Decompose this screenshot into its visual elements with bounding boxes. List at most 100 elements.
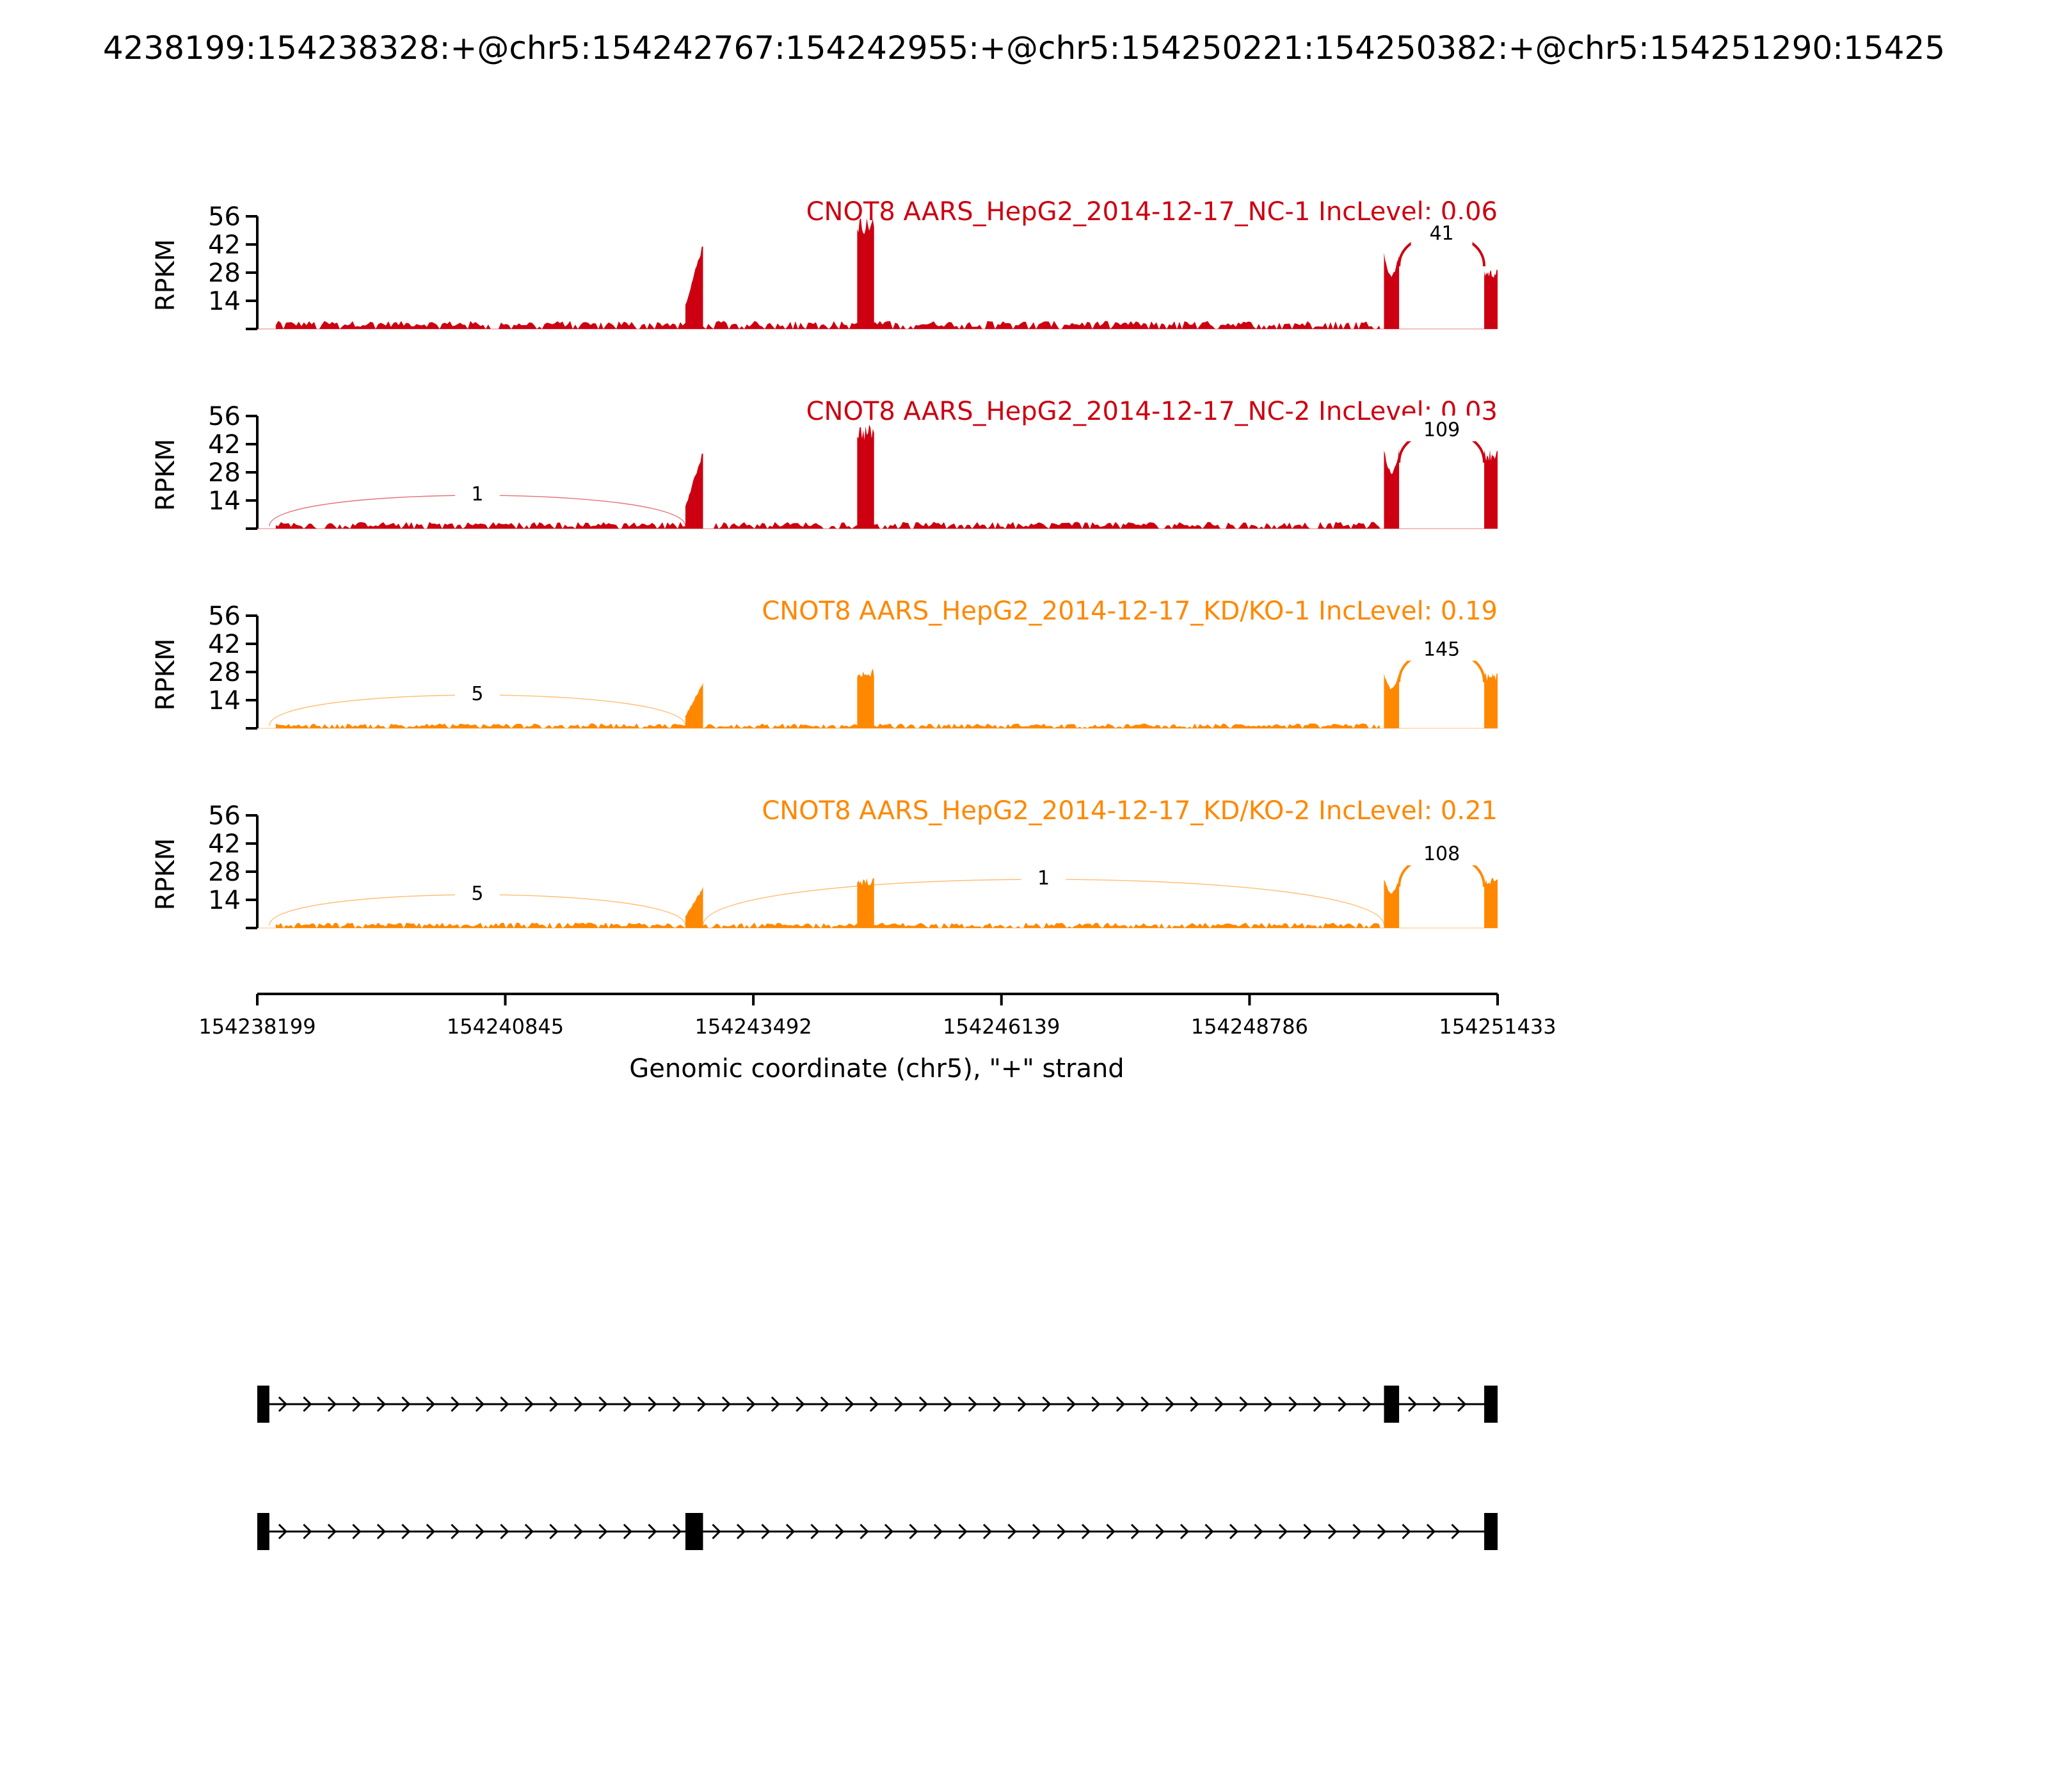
track-label: CNOT8 AARS_HepG2_2014-12-17_NC-1 IncLeve… — [806, 197, 1498, 227]
isoform-exon-block — [1384, 1386, 1400, 1423]
strand-chevron — [1408, 1396, 1418, 1412]
exon-coverage-bar — [1484, 449, 1498, 529]
strand-chevron — [1066, 1396, 1076, 1412]
strand-chevron — [278, 1523, 288, 1540]
coverage-background — [275, 723, 1380, 728]
strand-chevron — [1254, 1523, 1263, 1540]
strand-chevron — [761, 1523, 771, 1540]
strand-chevron — [1288, 1396, 1298, 1412]
y-tick-label: 14 — [208, 686, 241, 716]
junction-count-bg — [1021, 864, 1066, 890]
strand-chevron — [993, 1396, 1002, 1412]
junction-count-bg — [1402, 840, 1481, 866]
strand-chevron — [894, 1396, 904, 1412]
junction-count-label: 108 — [1423, 843, 1460, 865]
strand-chevron — [475, 1396, 485, 1412]
strand-chevron — [982, 1523, 993, 1540]
strand-chevron — [376, 1523, 387, 1540]
strand-chevron — [648, 1523, 657, 1540]
strand-chevron — [1263, 1396, 1274, 1412]
strand-chevron — [796, 1396, 805, 1412]
x-tick-label: 154246139 — [943, 1014, 1060, 1039]
strand-chevron — [278, 1396, 288, 1412]
exon-coverage-bar — [1384, 252, 1400, 329]
junction-count-label: 109 — [1423, 419, 1460, 441]
strand-chevron — [1165, 1396, 1175, 1412]
strand-chevron — [746, 1396, 756, 1412]
exon-coverage-bar — [1484, 673, 1498, 728]
strand-chevron — [573, 1396, 584, 1412]
strand-chevron — [1042, 1396, 1052, 1412]
strand-chevron — [860, 1523, 869, 1540]
isoform-exon-block — [1484, 1386, 1498, 1423]
strand-chevron — [1313, 1396, 1323, 1412]
strand-chevron — [524, 1396, 534, 1412]
exon-coverage-bar — [1384, 879, 1400, 928]
strand-chevron — [918, 1396, 929, 1412]
strand-chevron — [426, 1396, 436, 1412]
strand-chevron — [1377, 1523, 1387, 1540]
strand-chevron — [549, 1396, 559, 1412]
isoform-models — [257, 1386, 1498, 1550]
y-tick-label: 28 — [208, 458, 241, 488]
strand-chevron — [820, 1396, 830, 1412]
strand-chevron — [598, 1523, 608, 1540]
strand-chevron — [697, 1396, 707, 1412]
junction-count-label: 41 — [1429, 223, 1453, 245]
y-tick-label: 56 — [208, 202, 241, 232]
strand-chevron — [1017, 1396, 1027, 1412]
exon-coverage-bar — [685, 453, 703, 529]
junction-count-bg — [454, 879, 500, 905]
strand-chevron — [1362, 1396, 1372, 1412]
strand-chevron — [1239, 1396, 1249, 1412]
exon-coverage-bar — [857, 218, 874, 329]
strand-chevron — [451, 1396, 460, 1412]
strand-chevron — [968, 1396, 978, 1412]
strand-chevron — [1081, 1523, 1091, 1540]
strand-chevron — [672, 1396, 682, 1412]
x-tick-label: 154248786 — [1191, 1014, 1308, 1039]
strand-chevron — [1278, 1523, 1288, 1540]
strand-chevron — [623, 1523, 633, 1540]
isoform-exon-block — [257, 1513, 269, 1550]
junction-count-bg — [454, 480, 500, 506]
y-tick-label: 56 — [208, 801, 241, 831]
strand-chevron — [1007, 1523, 1017, 1540]
strand-chevron — [810, 1523, 820, 1540]
y-axis-label: RPKM — [151, 639, 180, 711]
strand-chevron — [549, 1523, 559, 1540]
strand-chevron — [327, 1396, 337, 1412]
y-tick-label: 42 — [208, 630, 241, 659]
strand-chevron — [869, 1396, 879, 1412]
junction-count-bg — [1411, 219, 1473, 245]
strand-chevron — [1338, 1396, 1347, 1412]
strand-chevron — [1106, 1523, 1116, 1540]
y-tick-label: 56 — [208, 602, 241, 631]
exon-coverage-bar — [857, 424, 874, 529]
y-tick-label: 42 — [208, 829, 241, 859]
track-label: CNOT8 AARS_HepG2_2014-12-17_KD/KO-1 IncL… — [762, 596, 1498, 626]
strand-chevron — [771, 1396, 781, 1412]
strand-chevron — [623, 1396, 633, 1412]
exon-coverage-bar — [1484, 269, 1498, 329]
junction-count-label: 5 — [471, 883, 483, 905]
strand-chevron — [648, 1396, 657, 1412]
junction-count-label: 1 — [471, 483, 483, 506]
exon-coverage-bar — [1384, 673, 1400, 728]
strand-chevron — [1032, 1523, 1042, 1540]
strand-chevron — [712, 1523, 721, 1540]
figure-title: 4238199:154238328:+@chr5:154242767:15424… — [103, 29, 1945, 67]
track-label: CNOT8 AARS_HepG2_2014-12-17_NC-2 IncLeve… — [806, 397, 1498, 426]
strand-chevron — [785, 1523, 796, 1540]
x-axis: 154238199 154240845 154243492 154246139 1542… — [198, 993, 1556, 1039]
strand-chevron — [573, 1523, 584, 1540]
y-tick-label: 28 — [208, 259, 241, 288]
strand-chevron — [933, 1523, 943, 1540]
junction-count-bg — [454, 680, 500, 705]
strand-chevron — [1426, 1523, 1436, 1540]
junction-count-bg — [1402, 635, 1481, 661]
exon-coverage-bar — [685, 886, 703, 928]
strand-chevron — [401, 1396, 411, 1412]
